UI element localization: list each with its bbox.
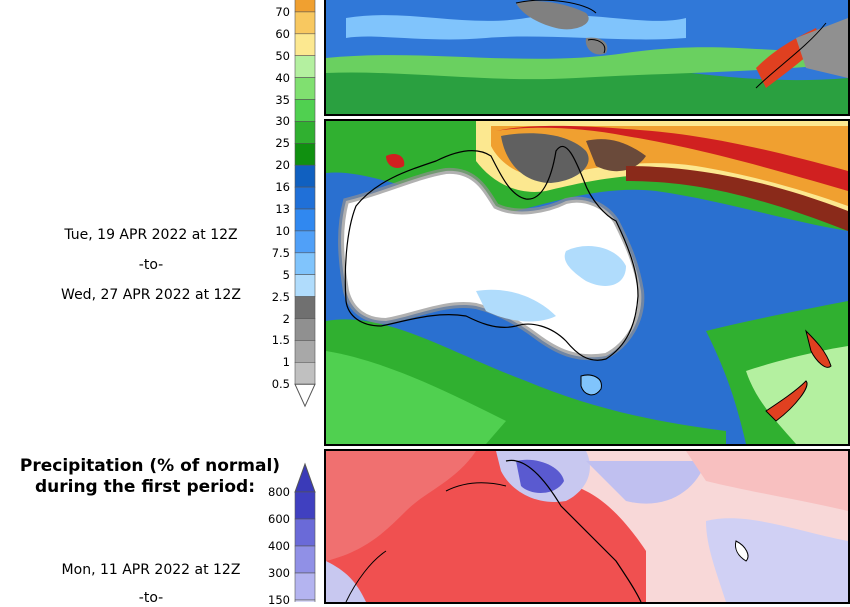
precip-tick-label: 1 — [282, 355, 290, 370]
anomaly-colorbar-swatch — [294, 491, 316, 520]
colorbar-swatch — [294, 33, 316, 56]
colorbar-swatch — [294, 99, 316, 122]
colorbar-swatch — [294, 186, 316, 210]
anomaly-tick-label: 600 — [268, 512, 290, 526]
precip-map-top — [324, 0, 850, 116]
anomaly-tick-label: 300 — [268, 566, 290, 580]
colorbar-swatch — [294, 318, 316, 341]
precip-tick-label: 40 — [275, 70, 290, 85]
precip-tick-label: 20 — [275, 158, 290, 173]
precip-colorbar-bar — [294, 0, 316, 408]
colorbar-swatch — [294, 208, 316, 232]
period-separator: -to- — [138, 257, 164, 273]
anomaly-period-start: Mon, 11 APR 2022 at 12Z — [61, 562, 241, 578]
colorbar-end-triangle — [294, 383, 316, 408]
precip-tick-label: 25 — [275, 136, 290, 151]
precip-tick-label: 2.5 — [271, 289, 290, 304]
colorbar-swatch — [294, 55, 316, 78]
period-end-date: Wed, 27 APR 2022 at 12Z — [61, 287, 241, 303]
period-start-date: Tue, 19 APR 2022 at 12Z — [64, 227, 238, 243]
precip-tick-label: 60 — [275, 26, 290, 41]
colorbar-swatch — [294, 143, 316, 166]
colorbar-swatch — [294, 361, 316, 385]
precip-tick-label: 1.5 — [271, 333, 290, 348]
precip-tick-label: 35 — [275, 92, 290, 107]
precip-tick-label: 50 — [275, 48, 290, 63]
precip-tick-label: 7.5 — [271, 245, 290, 260]
anomaly-colorbar-swatch — [294, 572, 316, 601]
colorbar-swatch — [294, 121, 316, 144]
colorbar-swatch — [294, 340, 316, 363]
anomaly-colorbar-bar — [294, 462, 316, 602]
precip-tick-label: 30 — [275, 114, 290, 129]
anomaly-colorbar-swatch — [294, 545, 316, 574]
precip-tick-label: 13 — [275, 202, 290, 216]
anomaly-colorbar-swatch — [294, 599, 316, 602]
anomaly-tick-label: 800 — [268, 485, 290, 499]
colorbar-swatch — [294, 11, 316, 35]
colorbar-swatch — [294, 77, 316, 100]
precip-map-main — [324, 119, 850, 446]
colorbar-swatch — [294, 0, 316, 13]
colorbar-swatch — [294, 274, 316, 297]
colorbar-swatch — [294, 252, 316, 276]
anomaly-heading-line2: during the first period: — [34, 477, 256, 497]
precip-tick-label: 16 — [275, 180, 290, 195]
precip-tick-label: 70 — [275, 4, 290, 19]
precip-tick-label: 5 — [282, 267, 290, 282]
colorbar-swatch — [294, 230, 316, 254]
precip-tick-label: 10 — [275, 223, 290, 238]
colorbar-swatch — [294, 296, 316, 319]
anomaly-colorbar-end-triangle — [294, 462, 316, 493]
precip-tick-label: 0.5 — [271, 377, 290, 392]
anomaly-colorbar-swatch — [294, 518, 316, 547]
precip-tick-label: 2 — [282, 311, 290, 326]
anomaly-tick-label: 400 — [268, 539, 290, 553]
anomaly-period-separator: -to- — [138, 590, 164, 606]
colorbar-swatch — [294, 164, 316, 188]
anomaly-heading-line1: Precipitation (% of normal) — [19, 456, 281, 476]
anomaly-map — [324, 449, 850, 604]
